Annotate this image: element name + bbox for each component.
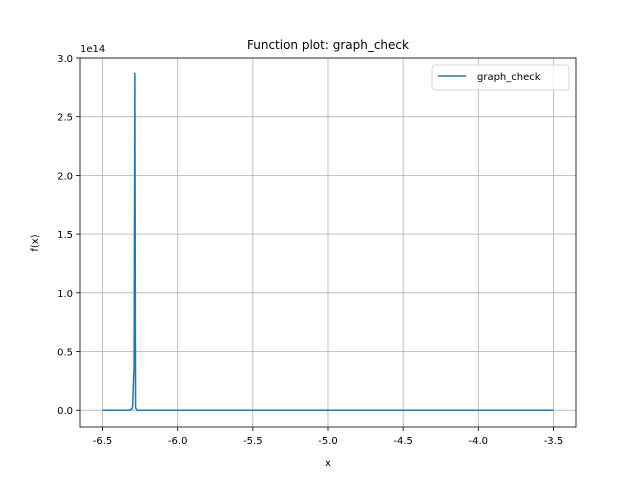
x-tick-label: -4.0 [469, 436, 489, 447]
series-layer [102, 72, 554, 411]
y-tick-label: 2.5 [57, 113, 73, 124]
x-tick-label: -6.5 [93, 436, 113, 447]
x-axis-label: x [325, 458, 331, 469]
series-line-graph_check [102, 72, 554, 411]
x-tick-label: -6.0 [168, 436, 188, 447]
y-tick-label: 1.5 [57, 230, 73, 241]
y-axis-ticks: 0.0 0.5 1.0 1.5 2.0 2.5 3.0 [57, 54, 80, 417]
x-axis-ticks: -6.5 -6.0 -5.5 -5.0 -4.5 -4.0 -3.5 [93, 427, 563, 447]
chart-title: Function plot: graph_check [247, 38, 409, 52]
legend-frame [431, 64, 570, 91]
y-axis-label: f(x) [30, 234, 41, 251]
y-tick-label: 3.0 [57, 54, 73, 65]
y-tick-label: 1.0 [57, 289, 73, 300]
y-tick-label: 0.0 [57, 406, 73, 417]
y-tick-label: 2.0 [57, 171, 73, 182]
x-tick-label: -4.5 [393, 436, 413, 447]
x-tick-label: -5.5 [243, 436, 263, 447]
legend: graph_check [431, 64, 570, 91]
x-tick-label: -3.5 [544, 436, 564, 447]
y-axis-offset-label: 1e14 [80, 44, 105, 55]
y-tick-label: 0.5 [57, 348, 73, 359]
legend-label: graph_check [477, 72, 541, 83]
x-tick-label: -5.0 [318, 436, 338, 447]
